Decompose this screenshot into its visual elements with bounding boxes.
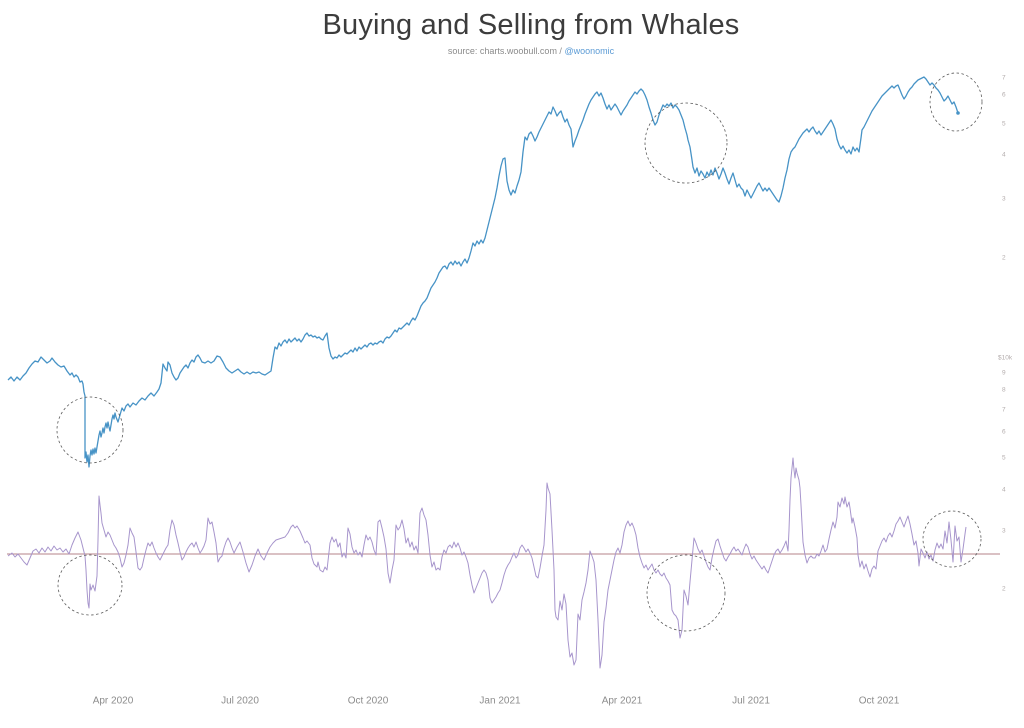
y-axis-tick-label: 5: [1002, 455, 1006, 462]
annotation-ellipse-price-covid-crash: [56, 396, 124, 464]
x-axis-tick-label: Jul 2020: [221, 696, 259, 707]
y-axis-tick-label: 8: [1002, 387, 1006, 394]
y-axis-tick-label: $10k: [998, 355, 1013, 362]
chart-title: Buying and Selling from Whales: [322, 9, 740, 41]
annotation-ellipse-price-may-2021-crash: [644, 102, 728, 184]
x-axis-tick-label: Apr 2021: [602, 696, 643, 707]
annotation-ellipse-osc-covid-whale-selling: [57, 554, 123, 616]
source-link[interactable]: @woonomic: [564, 45, 615, 56]
y-axis-tick-label: 2: [1002, 586, 1006, 593]
annotation-ellipse-osc-dec-2021-buying: [922, 510, 982, 568]
price-line: [7, 76, 959, 468]
annotation-ellipse-osc-may-2021-selling: [646, 554, 726, 632]
y-axis-tick-label: 3: [1002, 196, 1006, 203]
y-axis-tick-label: 2: [1002, 255, 1006, 262]
y-axis-tick-label: 7: [1002, 75, 1006, 82]
chart-header: Buying and Selling from Whales source: c…: [19, 8, 1024, 56]
y-axis-tick-label: 6: [1002, 429, 1006, 436]
chart-source: source: charts.woobull.com / @woonomic: [19, 46, 1024, 56]
y-axis-tick-label: 4: [1002, 152, 1006, 159]
y-axis-tick-label: 5: [1002, 121, 1006, 128]
x-axis-tick-label: Jul 2021: [732, 696, 770, 707]
x-axis-tick-label: Oct 2020: [348, 696, 389, 707]
y-axis-tick-label: 7: [1002, 407, 1006, 414]
x-axis-tick-label: Apr 2020: [93, 696, 134, 707]
source-text: source: charts.woobull.com /: [447, 45, 565, 56]
price-end-dot: [956, 111, 960, 115]
annotation-ellipse-price-dec-2021-drop: [929, 72, 983, 132]
oscillator-line: [7, 457, 967, 669]
x-axis-tick-label: Jan 2021: [479, 696, 521, 707]
x-axis-tick-label: Oct 2021: [859, 696, 900, 707]
y-axis-tick-label: 9: [1002, 370, 1006, 377]
y-axis-tick-label: 4: [1002, 487, 1006, 494]
y-axis-tick-label: 3: [1002, 528, 1006, 535]
y-axis-tick-label: 6: [1002, 92, 1006, 99]
